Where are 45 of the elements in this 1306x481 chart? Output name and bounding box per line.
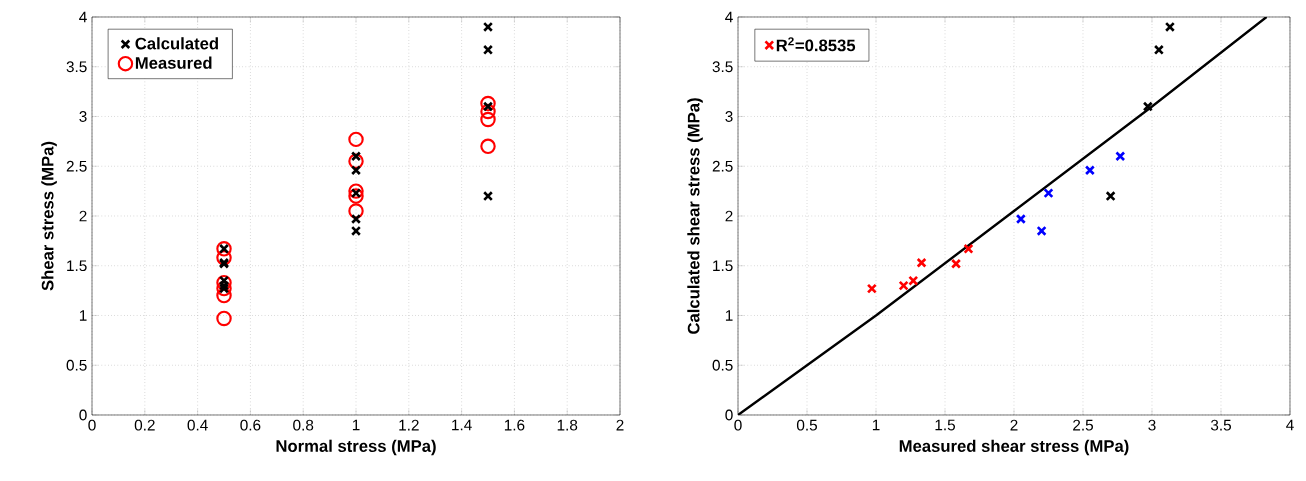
y-tick-label: 3.5 <box>66 61 87 73</box>
x-tick-label: 3 <box>1148 419 1156 431</box>
x-axis-title: Measured shear stress (MPa) <box>899 439 1129 456</box>
y-tick-label: 2 <box>79 210 87 222</box>
x-tick-label: 3.5 <box>1210 419 1232 431</box>
x-tick-label: 0.5 <box>796 419 818 431</box>
x-tick-label: 4 <box>1286 419 1294 431</box>
y-tick-label: 1 <box>79 310 87 321</box>
y-tick-label: 0 <box>79 409 87 421</box>
y-tick-label: 2.5 <box>712 160 733 172</box>
y-tick-label: 3.5 <box>712 61 733 73</box>
y-axis-title: Calculated shear stress (MPa) <box>687 98 703 334</box>
x-tick-label: 1.8 <box>557 419 578 431</box>
x-tick-label: 0.2 <box>134 419 155 431</box>
y-tick-label: 1.5 <box>67 260 87 272</box>
x-tick-label: 2.5 <box>1073 419 1094 431</box>
y-tick-label: 2 <box>725 210 733 222</box>
x-tick-label: 0 <box>88 419 96 431</box>
y-tick-label: 1 <box>725 310 733 321</box>
legend-label: Measured <box>135 56 212 69</box>
y-tick-label: 0.5 <box>66 359 87 371</box>
x-tick-label: 1.4 <box>452 419 472 431</box>
y-axis-title: Shear stress (MPa) <box>41 141 57 291</box>
x-tick-label: 1 <box>872 419 880 431</box>
x-tick-label: 2 <box>1010 419 1018 431</box>
x-tick-label: 0.4 <box>187 419 208 431</box>
x-tick-label: 2 <box>616 419 624 431</box>
x-axis-title: Normal stress (MPa) <box>276 439 436 456</box>
y-tick-label: 0.5 <box>712 359 733 371</box>
x-tick-label: 1 <box>352 419 360 431</box>
x-tick-label: 1.2 <box>399 419 419 431</box>
legend-label: Calculated <box>135 37 218 50</box>
x-tick-label: 0 <box>734 419 742 431</box>
y-tick-label: 2.5 <box>66 160 87 172</box>
y-tick-label: 4 <box>79 11 87 23</box>
y-tick-label: 1.5 <box>713 260 733 272</box>
y-tick-label: 3 <box>79 111 87 122</box>
x-tick-label: 0.8 <box>293 419 314 431</box>
x-tick-label: 0.6 <box>240 419 261 431</box>
y-tick-label: 4 <box>725 11 733 23</box>
x-tick-label: 1.6 <box>504 419 525 431</box>
legend-label: R$^{2}$=0.8535 <box>776 37 856 52</box>
y-tick-label: 0 <box>725 409 733 421</box>
x-tick-label: 1.5 <box>935 419 956 431</box>
y-tick-label: 3 <box>725 111 733 122</box>
